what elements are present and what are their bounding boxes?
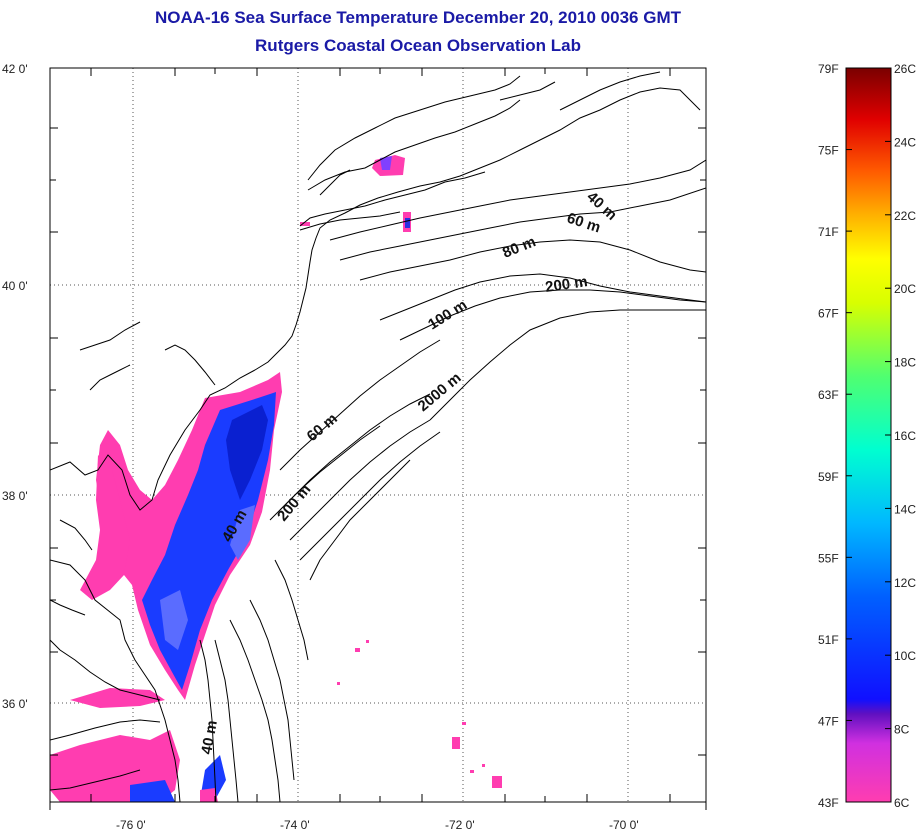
isobath-200m-north [399,289,706,341]
colorbar-f-label: 43F [818,796,839,810]
longitude-labels: -76 0' -74 0' -72 0' -70 0' [116,818,639,832]
map-frame [49,67,707,803]
colorbar-f-label: 51F [818,633,839,647]
lon-label-74: -74 0' [280,818,310,832]
colorbar-f-label: 71F [818,225,839,239]
lat-label-38: 38 0' [2,489,28,503]
colorbar-c-label: 8C [894,723,910,737]
lon-label-76: -76 0' [116,818,146,832]
colorbar-c-label: 16C [894,429,916,443]
colorbar-gradient [845,67,892,803]
lat-label-40: 40 0' [2,279,28,293]
lat-label-36: 36 0' [2,697,28,711]
colorbar-f-label: 75F [818,144,839,158]
isobath-80m [359,239,706,281]
colorbar-c-label: 24C [894,135,916,149]
isobath-2000m [429,309,706,421]
colorbar: 79F 75F 71F 67F 63F 59F 55F 51F 47F 43F 26C 24C 22C… [818,62,916,810]
colorbar-c-label: 6C [894,796,910,810]
contour-label-10: 40 m [198,719,221,756]
contour-label-4: 200 m [544,273,588,296]
colorbar-c-label: 10C [894,649,916,663]
colorbar-c-label: 18C [894,356,916,370]
lat-label-42: 42 0' [2,62,28,76]
grid [50,68,706,802]
lon-label-72: -72 0' [445,818,475,832]
colorbar-f-label: 67F [818,307,839,321]
axis-ticks [49,68,707,810]
map-title: NOAA-16 Sea Surface Temperature December… [155,8,681,27]
sst-western-shore [80,455,130,600]
isobath-40m-north [329,159,706,241]
colorbar-c-label: 12C [894,576,916,590]
contour-label-3: 80 m [500,233,538,262]
colorbar-f-label: 63F [818,388,839,402]
isobath-100m [379,273,706,321]
isobaths [214,159,706,802]
contour-label-6: 2000 m [415,369,465,415]
map-subtitle: Rutgers Coastal Ocean Observation Lab [255,36,581,55]
colorbar-f-label: 79F [818,62,839,76]
colorbar-c-label: 20C [894,282,916,296]
contour-label-9: 200 m [274,481,314,525]
contour-label-7: 60 m [304,410,341,445]
contour-label-5: 100 m [425,296,470,333]
latitude-labels: 42 0' 40 0' 38 0' 36 0' [2,62,28,711]
lon-label-70: -70 0' [609,818,639,832]
colorbar-f-label: 59F [818,470,839,484]
colorbar-c-label: 22C [894,209,916,223]
colorbar-c-label: 26C [894,62,916,76]
coastline [50,71,701,802]
colorbar-c-label: 14C [894,502,916,516]
contour-label-2: 60 m [565,210,603,237]
colorbar-f-label: 55F [818,551,839,565]
isobath-60m-north [339,187,706,261]
colorbar-f-label: 47F [818,714,839,728]
sst-data-layer [50,155,502,802]
